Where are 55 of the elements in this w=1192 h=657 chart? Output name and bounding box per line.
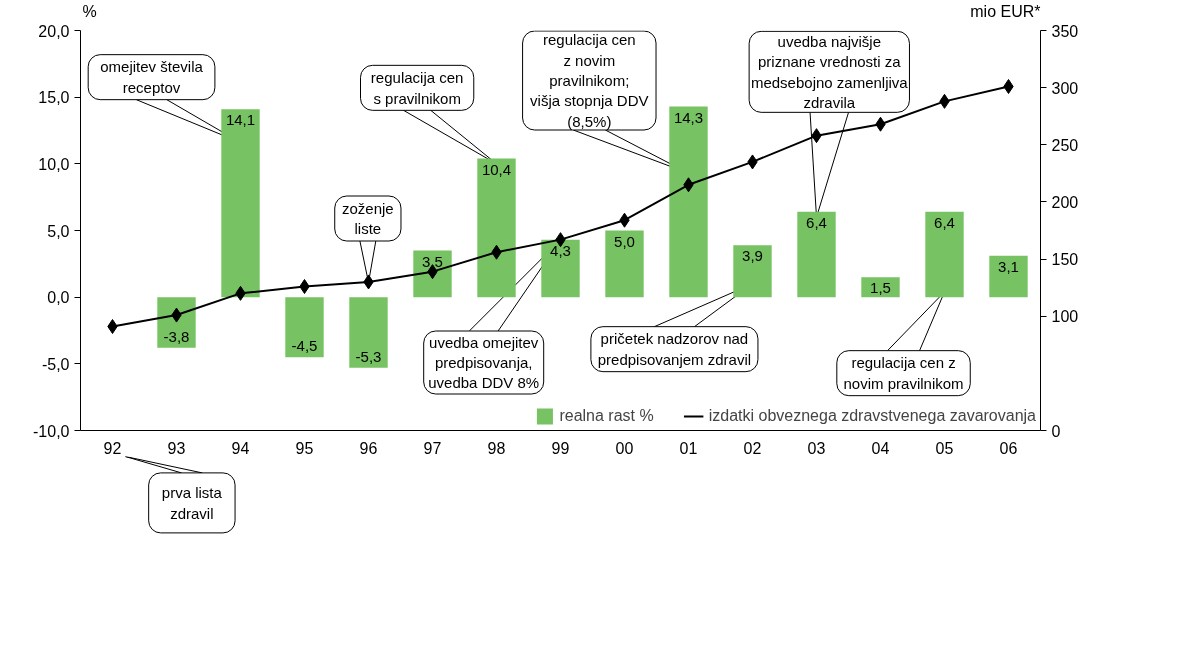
legend-label: izdatki obveznega zdravstvenega zavarovanja [708, 407, 1036, 425]
data-label: -5,3 [355, 347, 382, 365]
data-label: -3,8 [163, 327, 190, 345]
y2-tick-label: 150 [1051, 251, 1079, 269]
data-label: 14,3 [673, 108, 704, 126]
x-tick-label: 01 [679, 439, 698, 457]
y2-tick-label: 350 [1051, 22, 1079, 40]
y-axis-title: % [82, 3, 97, 21]
data-label: 6,4 [806, 213, 827, 231]
x-tick-label: 04 [871, 439, 890, 457]
x-tick-label: 93 [167, 439, 186, 457]
data-label: 10,4 [481, 160, 512, 178]
x-tick-label: 92 [103, 439, 122, 457]
y2-axis-title: mio EUR* [970, 3, 1041, 21]
y-tick-label: 10,0 [38, 155, 70, 173]
text: prva lista zdravil [161, 484, 223, 522]
y2-tick-label: 300 [1051, 79, 1079, 97]
legend-label: realna rast % [559, 407, 654, 425]
x-tick-label: 05 [935, 439, 954, 457]
x-tick-label: 96 [359, 439, 378, 457]
annotation: uvedba najvišje priznane vrednosti za medsebojno zamenljiva zdravila [750, 32, 909, 111]
annotation: zoženje liste [342, 199, 394, 238]
annotation: omejitev števila receptov [100, 58, 204, 96]
data-label: 5,0 [614, 232, 635, 250]
x-tick-label: 99 [551, 439, 570, 457]
x-tick-label: 95 [295, 439, 314, 457]
y-tick-label: 0,0 [47, 289, 70, 307]
data-label: 14,1 [225, 111, 256, 129]
y-tick-label: 20,0 [38, 22, 70, 40]
y2-tick-label: 0 [1051, 422, 1061, 440]
x-tick-label: 02 [743, 439, 762, 457]
annotation: uvedba omejitev predpisovanja, uvedba DDV 8% [428, 333, 540, 392]
x-tick-label: 00 [615, 439, 634, 457]
annotation: regulacija cen s pravilnikom [370, 69, 464, 107]
annotation: pričetek nadzorov nad predpisovanjem zdravil [597, 330, 752, 368]
y-tick-label: 5,0 [47, 222, 70, 240]
x-tick-label: 98 [487, 439, 506, 457]
data-label: 1,5 [870, 279, 891, 297]
x-tick-label: 06 [999, 439, 1018, 457]
annotation: regulacija cen z novim pravilnikom; višja stopnja DDV (8,5%) [530, 31, 649, 130]
data-label: 6,4 [934, 213, 955, 231]
y-tick-label: 15,0 [38, 89, 70, 107]
data-label: -4,5 [291, 337, 318, 355]
y-tick-label: -10,0 [33, 422, 70, 440]
x-tick-label: 97 [423, 439, 442, 457]
y2-tick-label: 100 [1051, 308, 1079, 326]
y2-tick-label: 200 [1051, 193, 1079, 211]
y-tick-label: -5,0 [41, 355, 70, 373]
data-label: 4,3 [550, 241, 571, 259]
x-tick-label: 03 [807, 439, 826, 457]
data-label: 3,9 [742, 247, 763, 265]
data-label: 3,1 [998, 257, 1019, 275]
annotation: regulacija cen z novim pravilnikom [843, 354, 964, 392]
y2-tick-label: 250 [1051, 136, 1079, 154]
x-tick-label: 94 [231, 439, 250, 457]
